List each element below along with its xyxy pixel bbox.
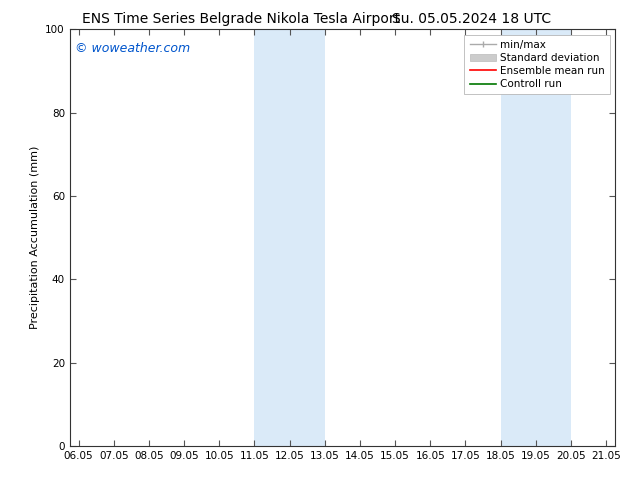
- Bar: [501, 29, 571, 446]
- Text: ENS Time Series Belgrade Nikola Tesla Airport: ENS Time Series Belgrade Nikola Tesla Ai…: [82, 12, 401, 26]
- Text: © woweather.com: © woweather.com: [75, 42, 190, 55]
- Legend: min/max, Standard deviation, Ensemble mean run, Controll run: min/max, Standard deviation, Ensemble me…: [464, 35, 610, 95]
- Y-axis label: Precipitation Accumulation (mm): Precipitation Accumulation (mm): [30, 146, 40, 329]
- Text: Su. 05.05.2024 18 UTC: Su. 05.05.2024 18 UTC: [392, 12, 552, 26]
- Bar: [254, 29, 325, 446]
